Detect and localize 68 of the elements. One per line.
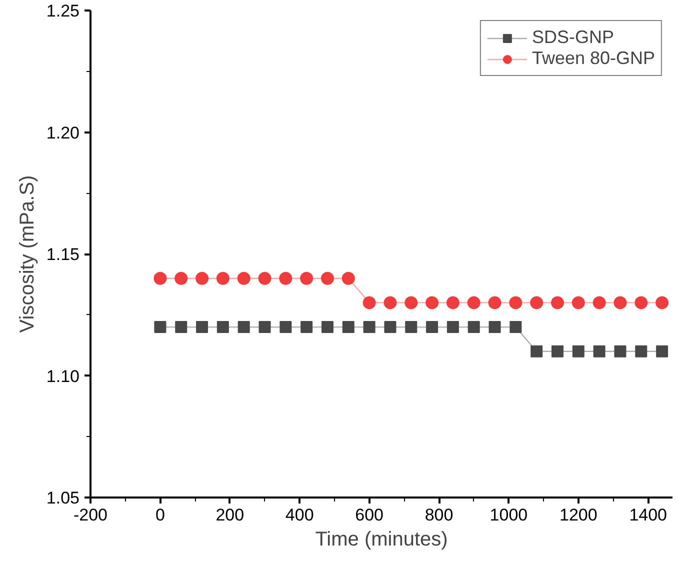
point <box>279 272 292 285</box>
y-tick-label: 1.25 <box>46 2 80 20</box>
point <box>635 345 648 358</box>
point <box>550 296 564 310</box>
x-tick-label: 800 <box>424 506 454 524</box>
point <box>656 345 668 358</box>
point <box>175 321 188 334</box>
point <box>572 345 584 358</box>
x-tick-label: 200 <box>216 506 244 524</box>
point <box>551 345 564 358</box>
x-tick-label: 1200 <box>559 506 598 524</box>
point <box>446 296 460 310</box>
point <box>530 345 543 358</box>
x-axis-title: Time (minutes) <box>315 528 448 550</box>
point <box>362 296 376 310</box>
point <box>258 321 271 334</box>
point <box>467 296 480 310</box>
point <box>280 321 292 334</box>
point <box>363 321 376 334</box>
x-tick-label: 1400 <box>629 506 668 524</box>
point <box>342 321 354 334</box>
point <box>320 272 334 285</box>
point <box>196 321 208 334</box>
y-axis-title: Viscosity (mPa.S) <box>16 175 38 333</box>
point <box>446 321 459 334</box>
point <box>154 272 167 285</box>
point <box>300 321 313 334</box>
point <box>216 272 230 285</box>
y-tick-label: 1.05 <box>46 488 80 508</box>
point <box>468 321 480 334</box>
point <box>196 272 209 285</box>
point <box>405 321 418 334</box>
x-tick-label: 1000 <box>490 506 528 524</box>
point <box>656 296 669 310</box>
point <box>614 296 627 310</box>
point <box>614 345 626 358</box>
point <box>488 296 502 310</box>
point <box>426 321 438 334</box>
point <box>258 272 272 285</box>
point <box>634 296 648 310</box>
x-tick-label: 0 <box>155 506 165 524</box>
point <box>342 272 355 285</box>
point <box>238 321 250 334</box>
point <box>404 296 418 310</box>
y-tick-label: 1.15 <box>46 245 80 264</box>
x-tick-label: 600 <box>355 506 384 524</box>
point <box>154 321 166 334</box>
legend-label: SDS-GNP <box>532 27 614 48</box>
point <box>592 296 606 310</box>
point <box>509 296 522 310</box>
y-tick-label: 1.10 <box>46 366 80 386</box>
point <box>593 345 606 358</box>
point <box>530 296 544 310</box>
point <box>216 321 229 334</box>
point <box>321 321 334 334</box>
point <box>237 272 250 285</box>
x-tick-label: -200 <box>73 506 108 524</box>
point <box>426 296 439 310</box>
point <box>174 272 188 285</box>
y-tick-label: 1.20 <box>46 123 80 142</box>
x-tick-label: 400 <box>285 506 314 524</box>
legend-label: Tween 80-GNP <box>532 48 655 69</box>
point <box>384 321 396 334</box>
point <box>384 296 397 310</box>
point <box>488 321 501 334</box>
point <box>300 272 314 285</box>
point <box>572 296 585 310</box>
point <box>510 321 522 334</box>
